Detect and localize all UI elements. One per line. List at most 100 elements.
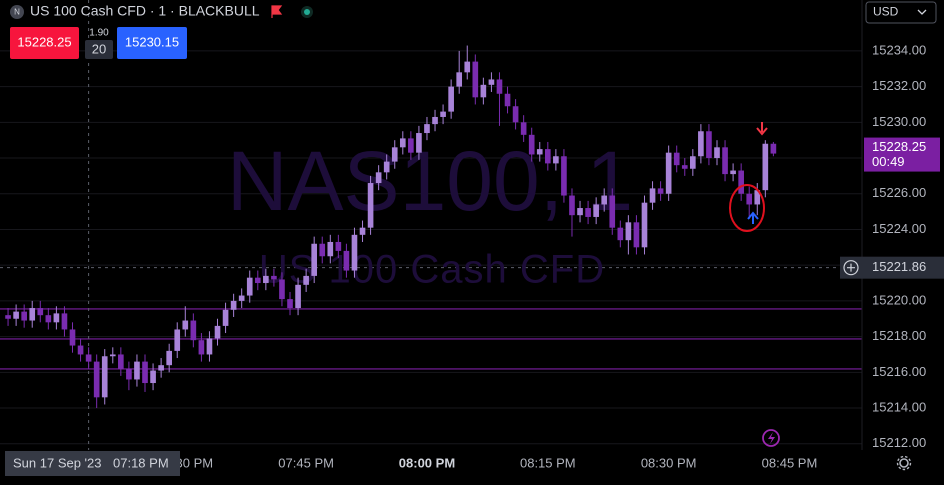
- candle-body: [93, 361, 100, 398]
- candle-body: [706, 131, 712, 159]
- candle-body: [738, 170, 744, 194]
- candle-body: [722, 147, 728, 175]
- candle-body: [746, 193, 753, 205]
- last-price-box: [864, 137, 940, 172]
- lot-size: 20: [92, 41, 106, 56]
- candle-body: [230, 300, 237, 310]
- candle-body: [520, 122, 527, 135]
- plot-area: [5, 45, 777, 409]
- candle-body: [166, 350, 172, 366]
- candle-body: [311, 243, 318, 276]
- candle-body: [593, 204, 599, 217]
- candle-body: [238, 295, 245, 301]
- candle-body: [367, 183, 374, 228]
- y-tick-label: 15216.00: [872, 364, 926, 379]
- spread: 1.90: [89, 28, 109, 39]
- settings-icon[interactable]: [899, 458, 909, 468]
- crosshair-date: Sun 17 Sep '23: [13, 455, 102, 470]
- candle-body: [577, 208, 583, 216]
- candle-body: [319, 243, 326, 257]
- buy-button[interactable]: [117, 27, 187, 59]
- candle-body: [754, 190, 761, 205]
- ask-price: 15230.15: [125, 34, 179, 49]
- candle-body: [536, 149, 543, 155]
- candle-body: [263, 275, 269, 284]
- candle-body: [206, 338, 213, 355]
- candle-body: [512, 106, 519, 123]
- y-tick-label: 15234.00: [872, 42, 926, 57]
- candle-body: [5, 315, 11, 319]
- y-tick-label: 15224.00: [872, 221, 926, 236]
- candle-body: [383, 161, 390, 173]
- candle-body: [553, 156, 559, 164]
- candle-body: [657, 188, 664, 194]
- candle-body: [351, 234, 358, 271]
- candle-body: [45, 315, 52, 323]
- add-alert-button: [843, 260, 859, 276]
- candle-body: [13, 311, 19, 319]
- candle-body: [665, 152, 672, 194]
- candle-body: [496, 79, 503, 94]
- flag-icon[interactable]: [271, 5, 283, 18]
- candle-body: [504, 93, 511, 107]
- buy-arrow: [747, 211, 759, 224]
- candle-body: [61, 313, 68, 330]
- candle-body: [190, 320, 197, 341]
- candle-body: [464, 61, 471, 73]
- symbol-icon-letter: N: [14, 8, 20, 17]
- candle-body: [625, 222, 632, 241]
- currency-dropdown[interactable]: [865, 1, 937, 24]
- candle-body: [254, 277, 261, 284]
- x-tick-label: 08:45 PM: [762, 455, 818, 470]
- candle-body: [271, 275, 277, 280]
- candle-body: [408, 138, 414, 153]
- candle-body: [77, 345, 84, 355]
- candle-body: [681, 165, 688, 169]
- candle-body: [222, 309, 229, 326]
- candle-body: [617, 227, 624, 241]
- candle-body: [585, 208, 591, 217]
- y-tick-label: 15214.00: [872, 399, 926, 414]
- highlight-circle: [729, 184, 765, 232]
- lot-box[interactable]: [85, 40, 113, 59]
- candle-body: [416, 133, 422, 153]
- candle-body: [770, 143, 777, 154]
- candle-body: [601, 195, 608, 205]
- candle-body: [174, 329, 181, 351]
- y-tick-label: 15218.00: [872, 328, 926, 343]
- candle-body: [287, 299, 293, 309]
- candle-body: [279, 279, 285, 300]
- symbol-title[interactable]: US 100 Cash CFD · 1 · BLACKBULL: [30, 3, 260, 19]
- add-alert-plus: [847, 263, 855, 272]
- x-tick-label: 08:15 PM: [520, 455, 576, 470]
- bid-price: 15228.25: [17, 34, 71, 49]
- candle-body: [569, 195, 575, 216]
- candle-body: [118, 354, 124, 369]
- candle-body: [343, 250, 350, 271]
- crosshair-price-box: [840, 256, 944, 279]
- sell-arrow: [756, 122, 768, 136]
- candle-body: [480, 84, 487, 98]
- candle-body: [335, 241, 342, 251]
- candle-body: [544, 149, 551, 164]
- lightning-icon[interactable]: [762, 429, 780, 447]
- candle-body: [448, 86, 454, 112]
- candle-body: [150, 370, 156, 384]
- sell-button[interactable]: [10, 27, 79, 59]
- candle-body: [246, 277, 253, 296]
- y-tick-label: 15212.00: [872, 435, 926, 450]
- candle-body: [375, 172, 382, 184]
- candle-body: [53, 313, 60, 323]
- y-tick-label: 15220.00: [872, 292, 926, 307]
- candle-body: [488, 79, 495, 85]
- candle-body: [126, 368, 132, 380]
- currency: USD: [873, 5, 899, 19]
- y-tick-label: 15230.00: [872, 114, 926, 129]
- symbol-icon: [10, 5, 24, 19]
- candle-body: [69, 329, 76, 346]
- candle-body: [649, 188, 656, 203]
- settings-gear: [896, 455, 912, 471]
